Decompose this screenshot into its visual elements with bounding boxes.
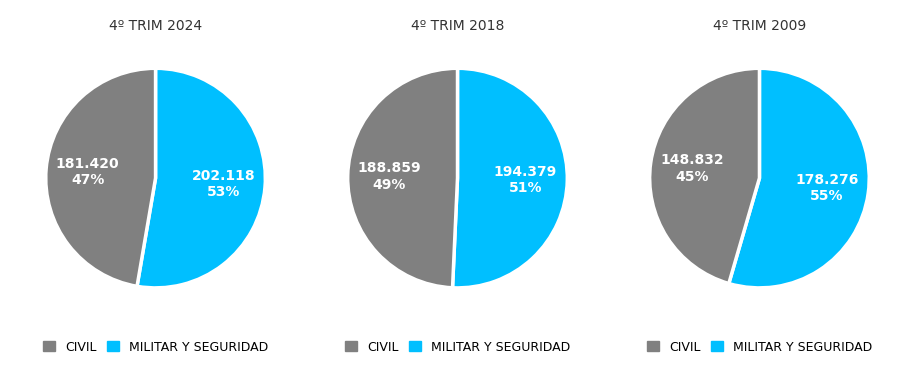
Wedge shape xyxy=(453,68,567,288)
Text: 188.859
49%: 188.859 49% xyxy=(358,162,421,192)
Text: 148.832
45%: 148.832 45% xyxy=(661,154,724,183)
Title: 4º TRIM 2009: 4º TRIM 2009 xyxy=(713,19,806,33)
Legend: CIVIL, MILITAR Y SEGURIDAD: CIVIL, MILITAR Y SEGURIDAD xyxy=(339,336,576,358)
Text: 194.379
51%: 194.379 51% xyxy=(494,165,557,195)
Wedge shape xyxy=(137,68,265,288)
Text: 178.276
55%: 178.276 55% xyxy=(795,173,858,203)
Legend: CIVIL, MILITAR Y SEGURIDAD: CIVIL, MILITAR Y SEGURIDAD xyxy=(641,336,877,358)
Text: 202.118
53%: 202.118 53% xyxy=(191,169,255,199)
Wedge shape xyxy=(46,68,156,286)
Wedge shape xyxy=(729,68,869,288)
Wedge shape xyxy=(348,68,458,288)
Text: 181.420
47%: 181.420 47% xyxy=(56,157,120,187)
Legend: CIVIL, MILITAR Y SEGURIDAD: CIVIL, MILITAR Y SEGURIDAD xyxy=(38,336,274,358)
Wedge shape xyxy=(650,68,759,283)
Title: 4º TRIM 2024: 4º TRIM 2024 xyxy=(109,19,202,33)
Title: 4º TRIM 2018: 4º TRIM 2018 xyxy=(411,19,504,33)
